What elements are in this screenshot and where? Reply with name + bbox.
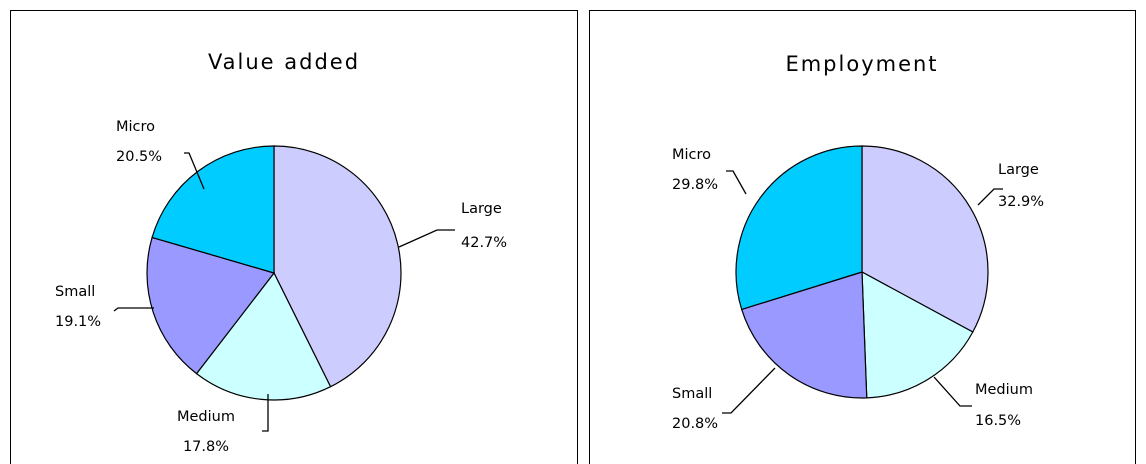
employment-labels: Large 32.9% Medium 16.5% Small 20.8% Micro 29.8… [672, 147, 1044, 432]
slice-value-micro: 20.5% [116, 149, 162, 165]
slice-value-small: 19.1% [55, 314, 101, 330]
leader-line-large [398, 229, 455, 248]
pie-slice-small [740, 271, 868, 399]
employment-chart-panel: Employment Large 32.9% Medium 16.5% Small 20.… [589, 10, 1136, 464]
slice-label-small: Small [672, 386, 712, 402]
slice-label-large: Large [461, 201, 502, 217]
leader-line-medium [262, 394, 269, 432]
pie-slice-small [146, 236, 276, 375]
slice-label-micro: Micro [672, 147, 711, 163]
leader-line-medium [933, 376, 972, 407]
leader-line-small [113, 307, 154, 312]
employment-leaders [722, 170, 1003, 414]
slice-value-large: 32.9% [998, 194, 1044, 210]
pie-slice-medium [195, 271, 332, 401]
slice-label-medium: Medium [975, 382, 1033, 398]
value-added-title: Value added [208, 50, 360, 74]
pie-slice-large [861, 145, 989, 333]
leader-line-micro [726, 170, 747, 195]
leader-line-micro [184, 152, 205, 190]
value-added-pie-svg: Value added Large 42.7% Medium 17.8% Small 19… [55, 50, 507, 455]
slice-value-small: 20.8% [672, 416, 718, 432]
leader-line-small [722, 367, 776, 414]
slice-label-medium: Medium [177, 409, 235, 425]
slice-label-small: Small [55, 284, 95, 300]
pie-slice-large [273, 145, 402, 388]
value-added-chart-panel: Value added Large 42.7% Medium 17.8% Small 19… [10, 10, 578, 464]
value-added-slices [146, 145, 402, 401]
employment-title: Employment [785, 52, 938, 76]
slice-label-large: Large [998, 162, 1039, 178]
leader-line-large [977, 188, 1003, 206]
value-added-labels: Large 42.7% Medium 17.8% Small 19.1% Micro 20.5… [55, 119, 507, 455]
slice-value-medium: 17.8% [183, 439, 229, 455]
employment-slices [735, 145, 989, 399]
slice-value-micro: 29.8% [672, 177, 718, 193]
value-added-leaders [113, 152, 455, 432]
slice-value-medium: 16.5% [975, 413, 1021, 429]
pie-slice-micro [735, 145, 863, 311]
pie-slice-micro [151, 145, 275, 274]
pie-slice-medium [861, 270, 974, 399]
employment-pie-svg: Employment Large 32.9% Medium 16.5% Small 20.… [672, 52, 1044, 432]
slice-label-micro: Micro [116, 119, 155, 135]
slice-value-large: 42.7% [461, 235, 507, 251]
